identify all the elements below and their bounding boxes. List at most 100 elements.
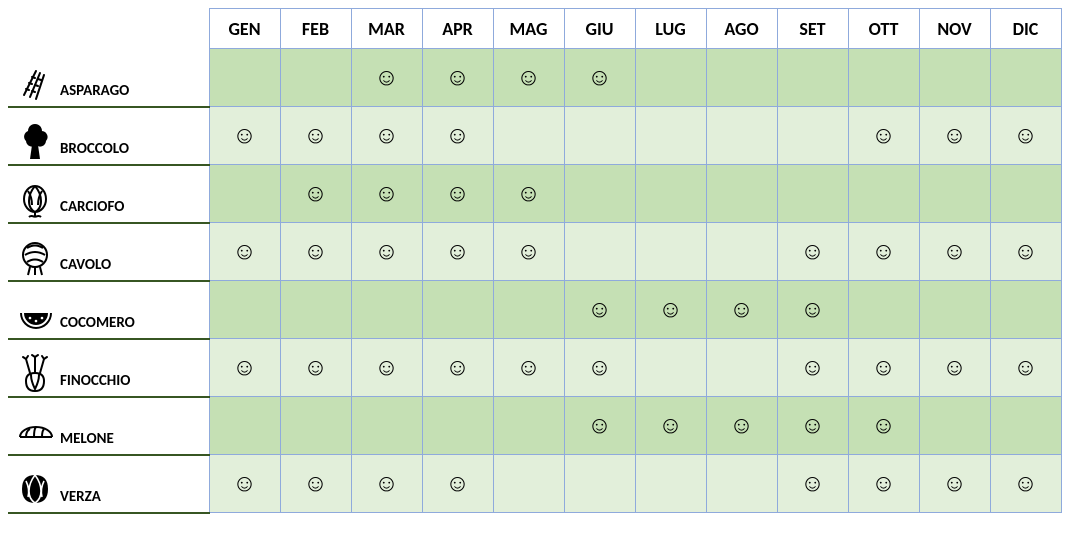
month-cell bbox=[706, 49, 777, 107]
month-cell: ☺ bbox=[209, 107, 280, 165]
in-season-icon: ☺ bbox=[445, 179, 470, 208]
in-season-icon: ☺ bbox=[445, 237, 470, 266]
in-season-icon: ☺ bbox=[445, 353, 470, 382]
table-row: FINOCCHIO☺☺☺☺☺☺☺☺☺☺ bbox=[8, 339, 1061, 397]
month-cell: ☺ bbox=[280, 339, 351, 397]
month-cell: ☺ bbox=[919, 223, 990, 281]
month-cell: ☺ bbox=[564, 49, 635, 107]
month-cell: ☺ bbox=[351, 107, 422, 165]
in-season-icon: ☺ bbox=[232, 469, 257, 498]
month-cell: ☺ bbox=[990, 223, 1061, 281]
table-row: CARCIOFO☺☺☺☺ bbox=[8, 165, 1061, 223]
month-cell: ☺ bbox=[209, 455, 280, 513]
savoy-icon bbox=[14, 467, 56, 509]
row-label-cell: CARCIOFO bbox=[8, 165, 209, 223]
in-season-icon: ☺ bbox=[516, 237, 541, 266]
month-cell: ☺ bbox=[351, 455, 422, 513]
month-cell bbox=[635, 455, 706, 513]
month-cell: ☺ bbox=[919, 107, 990, 165]
in-season-icon: ☺ bbox=[374, 121, 399, 150]
in-season-icon: ☺ bbox=[445, 121, 470, 150]
month-cell bbox=[635, 165, 706, 223]
month-cell bbox=[777, 165, 848, 223]
row-label-text: BROCCOLO bbox=[60, 142, 129, 161]
in-season-icon: ☺ bbox=[942, 121, 967, 150]
in-season-icon: ☺ bbox=[800, 469, 825, 498]
month-cell: ☺ bbox=[990, 339, 1061, 397]
month-cell: ☺ bbox=[351, 165, 422, 223]
month-cell bbox=[280, 281, 351, 339]
in-season-icon: ☺ bbox=[445, 469, 470, 498]
in-season-icon: ☺ bbox=[800, 237, 825, 266]
in-season-icon: ☺ bbox=[871, 469, 896, 498]
in-season-icon: ☺ bbox=[374, 63, 399, 92]
month-cell: ☺ bbox=[848, 223, 919, 281]
month-cell: ☺ bbox=[706, 397, 777, 455]
table-row: BROCCOLO☺☺☺☺☺☺☺ bbox=[8, 107, 1061, 165]
month-cell bbox=[777, 107, 848, 165]
in-season-icon: ☺ bbox=[587, 63, 612, 92]
month-cell: ☺ bbox=[493, 223, 564, 281]
month-cell bbox=[564, 165, 635, 223]
in-season-icon: ☺ bbox=[800, 295, 825, 324]
melon-icon bbox=[14, 409, 56, 451]
artichoke-icon bbox=[14, 177, 56, 219]
month-cell: ☺ bbox=[706, 281, 777, 339]
row-label-text: CAVOLO bbox=[60, 258, 111, 277]
month-cell: ☺ bbox=[564, 281, 635, 339]
month-cell: ☺ bbox=[422, 455, 493, 513]
month-cell bbox=[351, 281, 422, 339]
month-cell bbox=[280, 397, 351, 455]
in-season-icon: ☺ bbox=[516, 179, 541, 208]
in-season-icon: ☺ bbox=[729, 295, 754, 324]
month-cell: ☺ bbox=[848, 107, 919, 165]
row-label-text: MELONE bbox=[60, 432, 114, 451]
month-cell: ☺ bbox=[777, 455, 848, 513]
month-cell bbox=[422, 397, 493, 455]
month-cell: ☺ bbox=[280, 455, 351, 513]
in-season-icon: ☺ bbox=[587, 353, 612, 382]
month-cell: ☺ bbox=[990, 107, 1061, 165]
in-season-icon: ☺ bbox=[658, 295, 683, 324]
month-cell: ☺ bbox=[777, 339, 848, 397]
month-cell bbox=[280, 49, 351, 107]
month-header-mag: MAG bbox=[493, 9, 564, 49]
broccoli-icon bbox=[14, 119, 56, 161]
month-cell bbox=[564, 455, 635, 513]
month-cell bbox=[919, 49, 990, 107]
seasonal-vegetable-table: GENFEBMARAPRMAGGIULUGAGOSETOTTNOVDIC ASP… bbox=[8, 8, 1062, 514]
month-cell bbox=[848, 281, 919, 339]
month-cell bbox=[209, 165, 280, 223]
row-label-cell: VERZA bbox=[8, 455, 209, 513]
in-season-icon: ☺ bbox=[232, 121, 257, 150]
row-label-cell: FINOCCHIO bbox=[8, 339, 209, 397]
month-cell: ☺ bbox=[777, 281, 848, 339]
in-season-icon: ☺ bbox=[1013, 469, 1038, 498]
month-cell bbox=[990, 49, 1061, 107]
month-cell bbox=[919, 165, 990, 223]
month-cell: ☺ bbox=[209, 339, 280, 397]
month-cell: ☺ bbox=[635, 281, 706, 339]
month-cell: ☺ bbox=[564, 339, 635, 397]
month-cell: ☺ bbox=[990, 455, 1061, 513]
in-season-icon: ☺ bbox=[871, 411, 896, 440]
month-cell: ☺ bbox=[848, 455, 919, 513]
month-cell: ☺ bbox=[209, 223, 280, 281]
in-season-icon: ☺ bbox=[1013, 237, 1038, 266]
month-cell bbox=[635, 339, 706, 397]
month-header-lug: LUG bbox=[635, 9, 706, 49]
month-cell: ☺ bbox=[422, 165, 493, 223]
cabbage-icon bbox=[14, 235, 56, 277]
month-cell bbox=[564, 223, 635, 281]
month-header-ott: OTT bbox=[848, 9, 919, 49]
month-cell bbox=[706, 455, 777, 513]
month-cell bbox=[848, 49, 919, 107]
month-header-ago: AGO bbox=[706, 9, 777, 49]
month-cell: ☺ bbox=[351, 339, 422, 397]
row-label-cell: COCOMERO bbox=[8, 281, 209, 339]
month-cell bbox=[635, 49, 706, 107]
month-cell bbox=[493, 397, 564, 455]
month-header-feb: FEB bbox=[280, 9, 351, 49]
row-label-text: COCOMERO bbox=[60, 316, 135, 335]
asparagus-icon bbox=[14, 61, 56, 103]
